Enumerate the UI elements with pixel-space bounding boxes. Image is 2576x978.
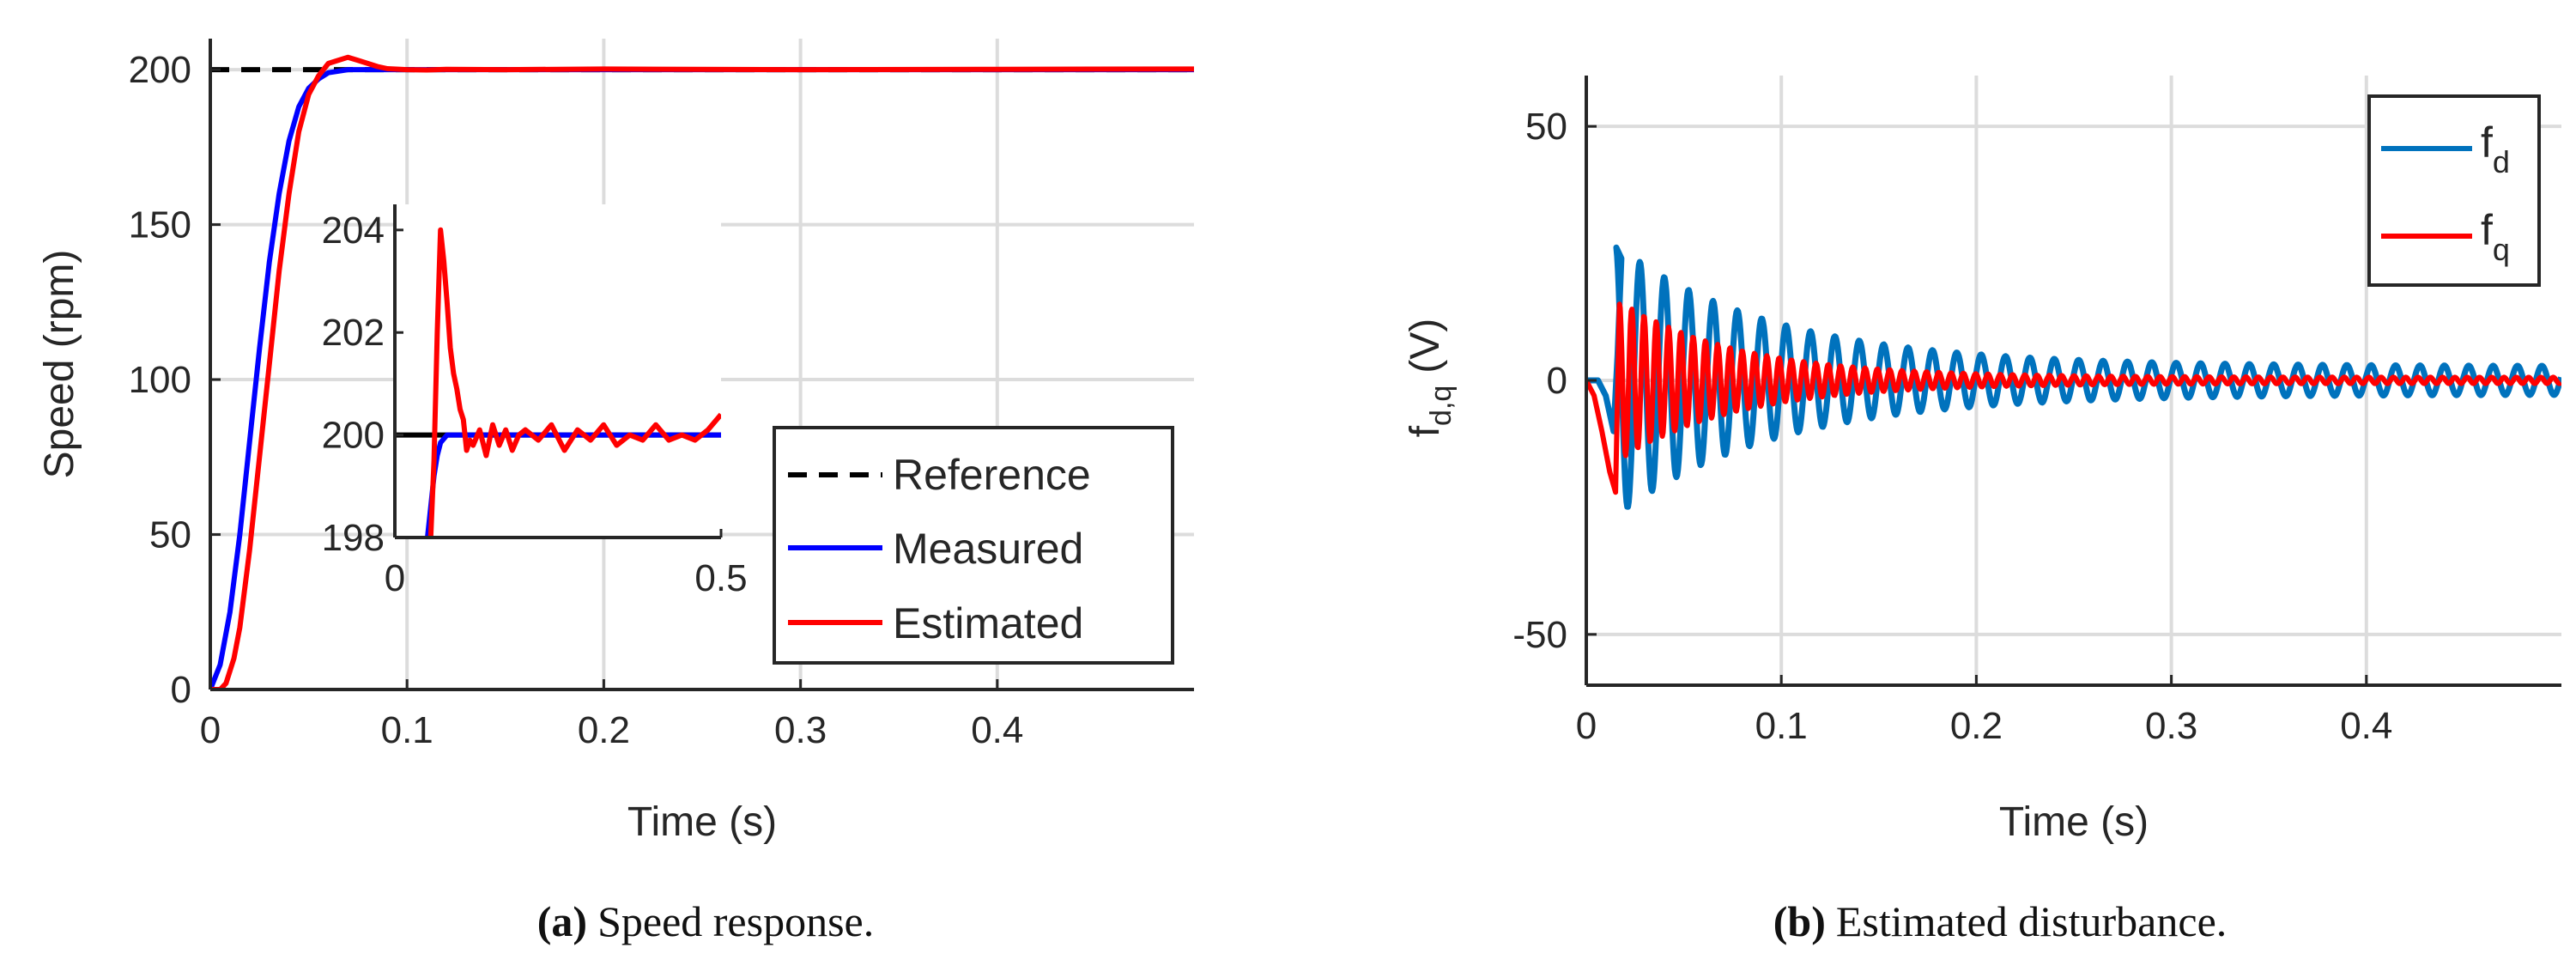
panel-a-y-tick-label: 100 [129,359,191,401]
panel-b-x-tick-label: 0.3 [2145,705,2197,747]
panel-a: 0 0.1 0.2 0.3 0.4 0 50 100 150 200 Time (s) Speed… [37,39,1194,945]
panel-a-x-tick-label: 0 [200,709,221,751]
panel-b-x-tick-label: 0 [1576,705,1597,747]
inset-x-tick-label: 0.5 [694,557,747,599]
panel-a-caption: (a) Speed response. [537,897,874,945]
panel-a-y-tick-label: 0 [171,669,191,711]
estimated-line [210,54,1194,689]
panel-b-y-tick-label: 0 [1547,360,1567,402]
legend-reference-label: Reference [893,451,1091,499]
panel-b-y-tick-label: 50 [1525,106,1567,148]
panel-a-ylabel: Speed (rpm) [37,250,82,479]
panel-b: 0 0.1 0.2 0.3 0.4 -50 0 50 Time (s) fd,q(V) fd … [1403,76,2561,945]
panel-a-xlabel: Time (s) [627,799,777,845]
legend-estimated-label: Estimated [893,599,1083,647]
panel-a-x-tick-label: 0.4 [971,709,1023,751]
inset-y-tick-label: 204 [322,210,385,252]
legend-fq-label: fq [2481,206,2510,267]
panel-a-x-tick-label: 0.3 [774,709,827,751]
fq-line [1586,301,2561,495]
panel-b-ylabel: fd,q(V) [1403,319,1458,438]
panel-b-caption: (b) Estimated disturbance. [1773,897,2227,945]
panel-a-inset: 0 0.5 198 200 202 204 [322,204,748,599]
panel-b-x-tick-label: 0.1 [1755,705,1808,747]
inset-series [395,227,721,538]
panel-b-ticks: 0 0.1 0.2 0.3 0.4 -50 0 50 [1512,106,2392,747]
panel-a-y-tick-label: 200 [129,49,191,91]
legend-measured-label: Measured [893,525,1083,573]
panel-b-x-tick-label: 0.2 [1950,705,2003,747]
panel-b-y-tick-label: -50 [1512,614,1567,656]
panel-b-xlabel: Time (s) [1999,799,2149,845]
legend-box-b [2367,94,2541,287]
panel-a-y-tick-label: 50 [149,514,191,556]
panel-a-x-tick-label: 0.1 [381,709,433,751]
inset-background [393,204,721,538]
inset-ticks: 0 0.5 198 200 202 204 [322,210,748,599]
inset-y-tick-label: 202 [322,312,385,354]
inset-y-tick-label: 200 [322,415,385,457]
panel-b-series [1586,244,2561,510]
legend-fd-label: fd [2481,118,2510,179]
panel-b-legend: fd fq [2367,94,2541,287]
panel-a-legend: Reference Measured Estimated [773,426,1174,665]
panel-a-x-tick-label: 0.2 [578,709,630,751]
inset-y-tick-label: 198 [322,517,385,559]
panel-a-ticks: 0 0.1 0.2 0.3 0.4 0 50 100 150 200 [129,49,1024,751]
panel-a-y-tick-label: 150 [129,204,191,246]
inset-estimated-line [427,227,721,538]
inset-x-tick-label: 0 [385,557,405,599]
panel-b-x-tick-label: 0.4 [2340,705,2392,747]
panel-a-series [210,54,1194,689]
